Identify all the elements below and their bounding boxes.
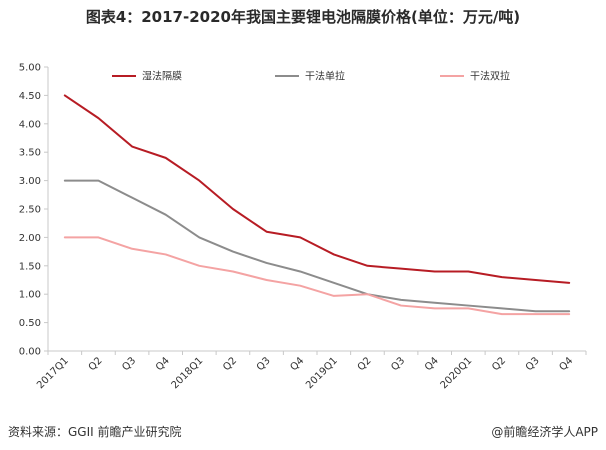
x-tick-label: Q4	[557, 355, 575, 373]
x-tick-label: Q3	[120, 355, 138, 373]
credit-note: @前瞻经济学人APP	[491, 425, 598, 439]
series-line-dry_single	[63, 179, 571, 313]
x-tick-label: 2018Q1	[170, 355, 206, 391]
x-tick-label: Q4	[154, 355, 172, 373]
y-tick-label: 3.50	[19, 148, 41, 159]
y-tick-label: 1.00	[19, 290, 41, 301]
x-tick-label: 2020Q1	[439, 355, 475, 391]
chart-title: 图表4：2017-2020年我国主要锂电池隔膜价格(单位：万元/吨)	[85, 8, 521, 26]
source-note: 资料来源：GGII 前瞻产业研究院	[8, 425, 182, 439]
series-line-dry_double	[63, 236, 571, 316]
line-chart: 0.00 0.50 1.00 1.50 2.00 2.50 3.00 3.50 4.00 4.50…	[19, 63, 587, 391]
y-tick-label: 2.00	[19, 233, 41, 244]
x-tick-label: Q2	[221, 355, 239, 373]
x-tick-label: Q4	[288, 355, 306, 373]
x-tick-label: 2017Q1	[35, 355, 71, 391]
y-tick-label: 4.00	[19, 119, 41, 130]
legend-label-dry_double: 干法双拉	[470, 70, 510, 83]
y-tick-label: 5.00	[19, 63, 41, 74]
x-tick-label: 2019Q1	[304, 355, 340, 391]
x-tick-label: Q2	[490, 355, 508, 373]
y-tick-label: 3.00	[19, 176, 41, 187]
legend: 湿法隔膜 干法单拉 干法双拉	[112, 70, 510, 83]
y-tick-label: 1.50	[19, 261, 41, 272]
x-tick-label: Q4	[423, 355, 441, 373]
x-tick-label: Q2	[356, 355, 374, 373]
y-tick-label: 0.50	[19, 318, 41, 329]
x-tick-label: Q3	[389, 355, 407, 373]
legend-label-wet: 湿法隔膜	[142, 70, 182, 83]
series-lines	[63, 94, 571, 316]
x-tick-label: Q3	[255, 355, 273, 373]
x-tick-label: Q2	[87, 355, 105, 373]
y-tick-label: 0.00	[19, 347, 41, 358]
y-tick-label: 2.50	[19, 205, 41, 216]
series-line-wet	[63, 94, 571, 284]
x-tick-label: Q3	[524, 355, 542, 373]
legend-label-dry_single: 干法单拉	[305, 70, 345, 83]
axes: 0.00 0.50 1.00 1.50 2.00 2.50 3.00 3.50 4.00 4.50…	[19, 63, 587, 391]
y-tick-label: 4.50	[19, 91, 41, 102]
